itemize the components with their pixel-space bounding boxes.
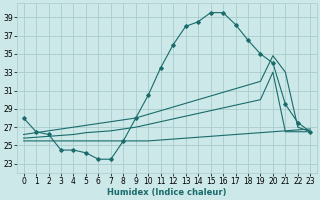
X-axis label: Humidex (Indice chaleur): Humidex (Indice chaleur) [107, 188, 227, 197]
